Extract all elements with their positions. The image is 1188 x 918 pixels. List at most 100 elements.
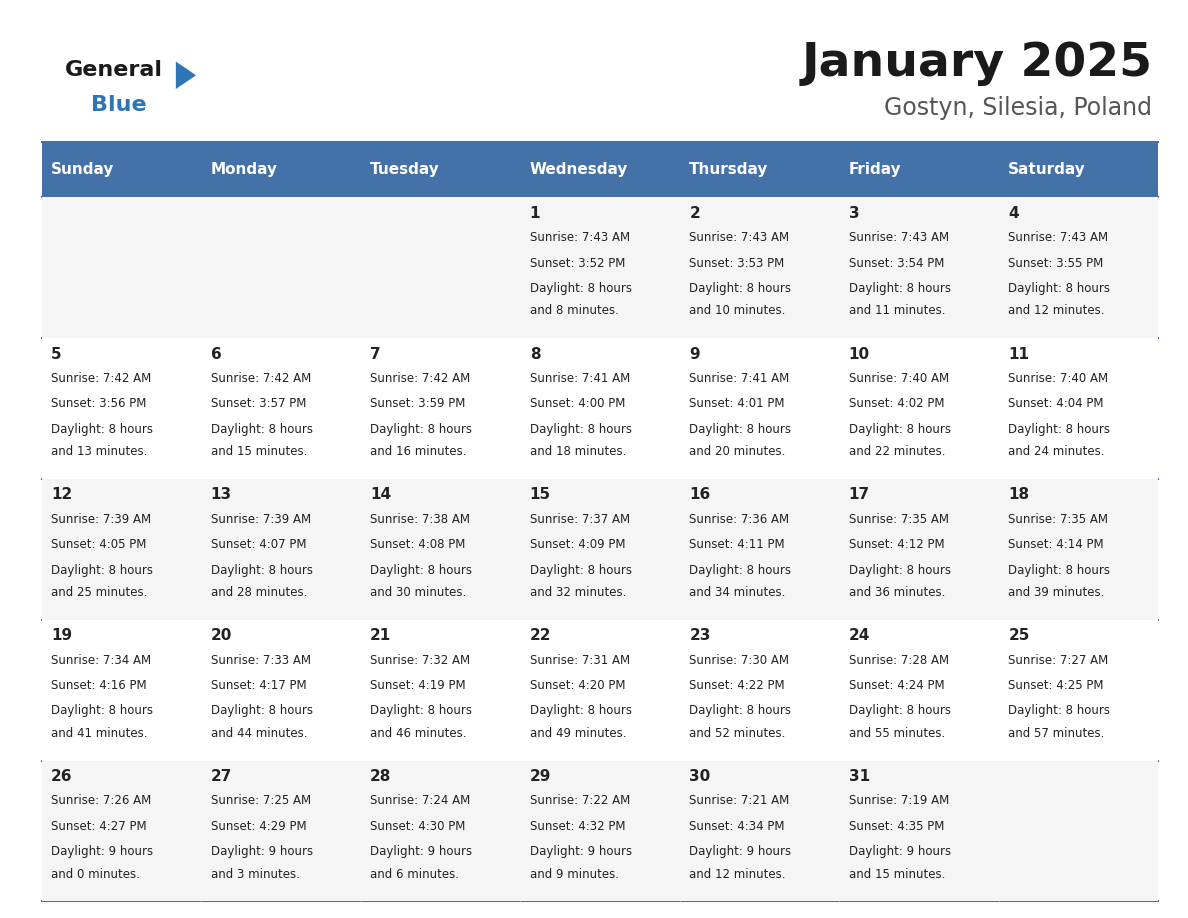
- Text: 24: 24: [848, 628, 870, 644]
- Text: Sunrise: 7:43 AM: Sunrise: 7:43 AM: [530, 231, 630, 244]
- Text: and 15 minutes.: and 15 minutes.: [210, 445, 307, 458]
- Text: Sunset: 4:00 PM: Sunset: 4:00 PM: [530, 397, 625, 410]
- Text: Daylight: 9 hours: Daylight: 9 hours: [371, 845, 473, 858]
- Text: Sunrise: 7:36 AM: Sunrise: 7:36 AM: [689, 513, 789, 526]
- Text: 30: 30: [689, 769, 710, 784]
- Text: Daylight: 8 hours: Daylight: 8 hours: [530, 282, 632, 295]
- Text: Sunset: 3:59 PM: Sunset: 3:59 PM: [371, 397, 466, 410]
- Text: Daylight: 8 hours: Daylight: 8 hours: [210, 422, 312, 436]
- Text: Sunrise: 7:37 AM: Sunrise: 7:37 AM: [530, 513, 630, 526]
- Text: and 24 minutes.: and 24 minutes.: [1009, 445, 1105, 458]
- Text: 10: 10: [848, 347, 870, 362]
- Text: Daylight: 8 hours: Daylight: 8 hours: [51, 704, 153, 717]
- Text: Sunrise: 7:28 AM: Sunrise: 7:28 AM: [848, 654, 949, 666]
- Text: Gostyn, Silesia, Poland: Gostyn, Silesia, Poland: [884, 96, 1152, 120]
- Text: 8: 8: [530, 347, 541, 362]
- Text: Saturday: Saturday: [1009, 162, 1086, 177]
- Text: Sunrise: 7:30 AM: Sunrise: 7:30 AM: [689, 654, 789, 666]
- Text: Sunrise: 7:35 AM: Sunrise: 7:35 AM: [1009, 513, 1108, 526]
- Text: and 46 minutes.: and 46 minutes.: [371, 727, 467, 740]
- Text: Sunrise: 7:25 AM: Sunrise: 7:25 AM: [210, 794, 311, 808]
- Text: and 15 minutes.: and 15 minutes.: [848, 868, 946, 880]
- Text: Sunset: 4:09 PM: Sunset: 4:09 PM: [530, 538, 625, 551]
- Text: Daylight: 8 hours: Daylight: 8 hours: [1009, 564, 1111, 577]
- Text: 7: 7: [371, 347, 381, 362]
- Text: 15: 15: [530, 487, 551, 502]
- Text: Sunday: Sunday: [51, 162, 114, 177]
- Text: and 32 minutes.: and 32 minutes.: [530, 586, 626, 599]
- Text: 29: 29: [530, 769, 551, 784]
- Text: Sunrise: 7:39 AM: Sunrise: 7:39 AM: [51, 513, 151, 526]
- Text: Sunset: 4:16 PM: Sunset: 4:16 PM: [51, 679, 147, 692]
- Text: Sunrise: 7:32 AM: Sunrise: 7:32 AM: [371, 654, 470, 666]
- Text: Daylight: 8 hours: Daylight: 8 hours: [51, 564, 153, 577]
- Text: 9: 9: [689, 347, 700, 362]
- Text: Sunset: 4:24 PM: Sunset: 4:24 PM: [848, 679, 944, 692]
- Text: 11: 11: [1009, 347, 1029, 362]
- Text: 17: 17: [848, 487, 870, 502]
- Text: Sunrise: 7:22 AM: Sunrise: 7:22 AM: [530, 794, 630, 808]
- Text: Sunrise: 7:39 AM: Sunrise: 7:39 AM: [210, 513, 311, 526]
- Text: Sunrise: 7:42 AM: Sunrise: 7:42 AM: [210, 372, 311, 385]
- Text: Sunset: 4:25 PM: Sunset: 4:25 PM: [1009, 679, 1104, 692]
- Text: Sunset: 4:29 PM: Sunset: 4:29 PM: [210, 820, 307, 833]
- Text: Sunset: 4:35 PM: Sunset: 4:35 PM: [848, 820, 944, 833]
- Text: and 49 minutes.: and 49 minutes.: [530, 727, 626, 740]
- Text: Daylight: 9 hours: Daylight: 9 hours: [210, 845, 312, 858]
- Text: and 36 minutes.: and 36 minutes.: [848, 586, 946, 599]
- Text: Sunset: 3:56 PM: Sunset: 3:56 PM: [51, 397, 146, 410]
- Text: Daylight: 8 hours: Daylight: 8 hours: [1009, 282, 1111, 295]
- Text: Daylight: 8 hours: Daylight: 8 hours: [1009, 704, 1111, 717]
- Text: and 20 minutes.: and 20 minutes.: [689, 445, 785, 458]
- Text: and 8 minutes.: and 8 minutes.: [530, 305, 619, 318]
- Text: and 28 minutes.: and 28 minutes.: [210, 586, 307, 599]
- Text: and 16 minutes.: and 16 minutes.: [371, 445, 467, 458]
- Text: Daylight: 8 hours: Daylight: 8 hours: [51, 422, 153, 436]
- Text: and 12 minutes.: and 12 minutes.: [1009, 305, 1105, 318]
- Text: 31: 31: [848, 769, 870, 784]
- Text: 28: 28: [371, 769, 392, 784]
- Text: and 57 minutes.: and 57 minutes.: [1009, 727, 1105, 740]
- Text: Thursday: Thursday: [689, 162, 769, 177]
- Text: and 30 minutes.: and 30 minutes.: [371, 586, 467, 599]
- Text: Sunset: 4:11 PM: Sunset: 4:11 PM: [689, 538, 785, 551]
- Text: 1: 1: [530, 206, 541, 221]
- Text: Sunrise: 7:24 AM: Sunrise: 7:24 AM: [371, 794, 470, 808]
- Text: Daylight: 8 hours: Daylight: 8 hours: [689, 704, 791, 717]
- Text: Sunrise: 7:43 AM: Sunrise: 7:43 AM: [1009, 231, 1108, 244]
- Text: Sunset: 4:14 PM: Sunset: 4:14 PM: [1009, 538, 1104, 551]
- Text: Sunset: 4:12 PM: Sunset: 4:12 PM: [848, 538, 944, 551]
- Text: and 13 minutes.: and 13 minutes.: [51, 445, 147, 458]
- Text: and 0 minutes.: and 0 minutes.: [51, 868, 140, 880]
- Text: and 3 minutes.: and 3 minutes.: [210, 868, 299, 880]
- Text: and 6 minutes.: and 6 minutes.: [371, 868, 460, 880]
- Text: General: General: [65, 60, 163, 80]
- Text: Daylight: 9 hours: Daylight: 9 hours: [51, 845, 153, 858]
- Text: 5: 5: [51, 347, 62, 362]
- Text: 22: 22: [530, 628, 551, 644]
- Text: Daylight: 9 hours: Daylight: 9 hours: [530, 845, 632, 858]
- Text: 3: 3: [848, 206, 859, 221]
- Text: and 55 minutes.: and 55 minutes.: [848, 727, 946, 740]
- Text: Sunset: 4:27 PM: Sunset: 4:27 PM: [51, 820, 147, 833]
- Text: Sunset: 3:52 PM: Sunset: 3:52 PM: [530, 256, 625, 270]
- Text: 27: 27: [210, 769, 232, 784]
- Text: Sunrise: 7:34 AM: Sunrise: 7:34 AM: [51, 654, 151, 666]
- Text: Sunset: 4:07 PM: Sunset: 4:07 PM: [210, 538, 307, 551]
- Text: Daylight: 8 hours: Daylight: 8 hours: [530, 422, 632, 436]
- Text: and 52 minutes.: and 52 minutes.: [689, 727, 785, 740]
- Text: Sunset: 4:01 PM: Sunset: 4:01 PM: [689, 397, 785, 410]
- Text: Sunset: 3:54 PM: Sunset: 3:54 PM: [848, 256, 944, 270]
- Text: Daylight: 8 hours: Daylight: 8 hours: [689, 564, 791, 577]
- Text: Sunset: 4:08 PM: Sunset: 4:08 PM: [371, 538, 466, 551]
- Text: Sunrise: 7:21 AM: Sunrise: 7:21 AM: [689, 794, 790, 808]
- Text: Daylight: 8 hours: Daylight: 8 hours: [210, 704, 312, 717]
- Text: 19: 19: [51, 628, 72, 644]
- Text: Sunrise: 7:31 AM: Sunrise: 7:31 AM: [530, 654, 630, 666]
- Text: 18: 18: [1009, 487, 1030, 502]
- Text: Sunset: 4:17 PM: Sunset: 4:17 PM: [210, 679, 307, 692]
- Text: Sunset: 4:34 PM: Sunset: 4:34 PM: [689, 820, 785, 833]
- Text: 2: 2: [689, 206, 700, 221]
- Text: Sunrise: 7:40 AM: Sunrise: 7:40 AM: [1009, 372, 1108, 385]
- Text: 13: 13: [210, 487, 232, 502]
